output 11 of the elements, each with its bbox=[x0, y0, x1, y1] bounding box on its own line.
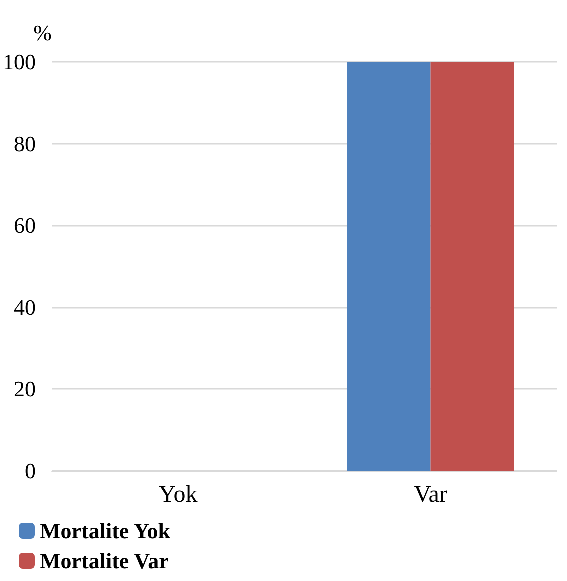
legend-label: Mortalite Yok bbox=[40, 518, 172, 544]
y-tick-label: 80 bbox=[14, 131, 36, 156]
y-tick-label: 0 bbox=[25, 458, 36, 484]
legend-label: Mortalite Var bbox=[40, 548, 170, 574]
y-tick-label: 60 bbox=[14, 213, 36, 238]
x-tick-label: Var bbox=[414, 482, 448, 508]
y-tick-label: 40 bbox=[14, 294, 36, 320]
y-tick-label: 20 bbox=[14, 376, 36, 402]
y-axis-title: % bbox=[34, 20, 52, 46]
y-tick-label: 100 bbox=[3, 50, 36, 74]
x-tick-label: Yok bbox=[158, 482, 198, 508]
